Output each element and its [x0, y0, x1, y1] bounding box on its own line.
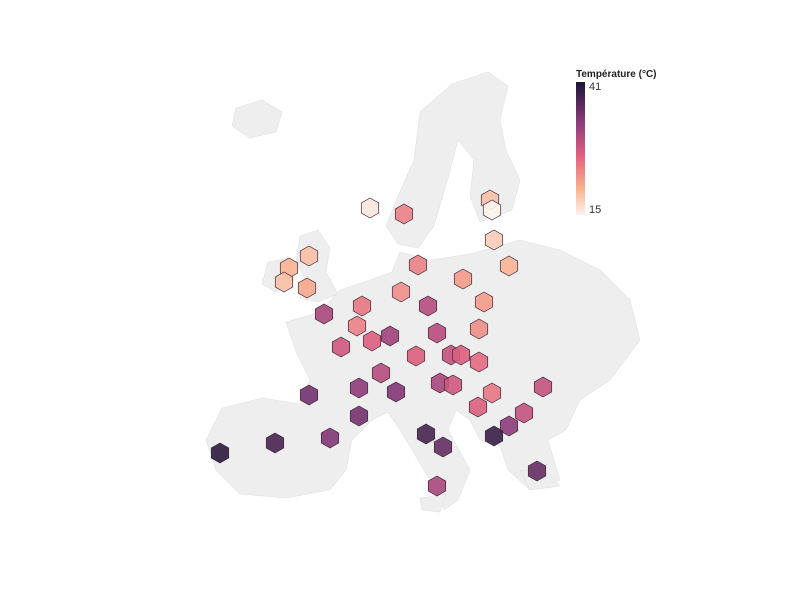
legend: Température (°C) 41 15 — [576, 69, 657, 216]
station-hex — [299, 384, 319, 406]
station-hex — [451, 344, 471, 366]
station-hex — [360, 197, 380, 219]
station-hex — [265, 432, 285, 454]
station-hex — [274, 271, 294, 293]
station-hex — [380, 325, 400, 347]
station-hex — [514, 402, 534, 424]
station-hex — [349, 377, 369, 399]
station-hex — [482, 382, 502, 404]
station-hex — [406, 345, 426, 367]
station-hex — [427, 322, 447, 344]
station-hex — [443, 374, 463, 396]
station-hex — [433, 436, 453, 458]
station-hex — [482, 199, 502, 221]
station-hex — [468, 396, 488, 418]
station-hex — [484, 425, 504, 447]
station-hex — [320, 427, 340, 449]
station-hex — [352, 295, 372, 317]
station-hex — [331, 336, 351, 358]
legend-max: 41 — [589, 81, 601, 93]
station-hex — [499, 255, 519, 277]
station-hex — [527, 460, 547, 482]
station-hex — [469, 318, 489, 340]
station-hex — [347, 315, 367, 337]
station-hex — [427, 475, 447, 497]
station-hex — [453, 268, 473, 290]
station-hex — [394, 203, 414, 225]
station-hex — [362, 330, 382, 352]
station-hex — [314, 303, 334, 325]
station-hex — [484, 229, 504, 251]
station-hex — [469, 351, 489, 373]
station-hex — [418, 295, 438, 317]
station-hex — [371, 362, 391, 384]
station-hex — [499, 415, 519, 437]
station-hex — [297, 277, 317, 299]
station-hex — [474, 291, 494, 313]
station-hex — [416, 423, 436, 445]
station-hex — [533, 376, 553, 398]
legend-scale — [576, 82, 585, 215]
station-hex — [349, 405, 369, 427]
station-hex — [386, 381, 406, 403]
station-hex — [299, 245, 319, 267]
stations — [210, 189, 553, 497]
station-hex — [391, 281, 411, 303]
legend-title: Température (°C) — [576, 69, 657, 80]
station-hex — [408, 254, 428, 276]
legend-min: 15 — [589, 204, 601, 216]
station-hex — [210, 442, 230, 464]
